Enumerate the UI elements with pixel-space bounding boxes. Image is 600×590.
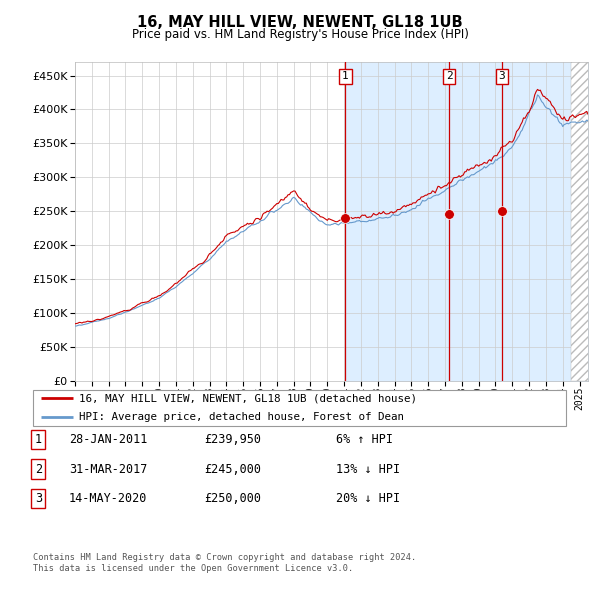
Text: HPI: Average price, detached house, Forest of Dean: HPI: Average price, detached house, Fore… [79,412,404,422]
Text: 3: 3 [35,492,42,505]
Text: 6% ↑ HPI: 6% ↑ HPI [336,433,393,446]
Text: This data is licensed under the Open Government Licence v3.0.: This data is licensed under the Open Gov… [33,565,353,573]
Text: £239,950: £239,950 [204,433,261,446]
Text: Price paid vs. HM Land Registry's House Price Index (HPI): Price paid vs. HM Land Registry's House … [131,28,469,41]
Text: 20% ↓ HPI: 20% ↓ HPI [336,492,400,505]
Text: 2: 2 [446,71,452,81]
Text: 3: 3 [499,71,505,81]
Text: 14-MAY-2020: 14-MAY-2020 [69,492,148,505]
Text: Contains HM Land Registry data © Crown copyright and database right 2024.: Contains HM Land Registry data © Crown c… [33,553,416,562]
Text: £250,000: £250,000 [204,492,261,505]
Text: 31-MAR-2017: 31-MAR-2017 [69,463,148,476]
Text: 16, MAY HILL VIEW, NEWENT, GL18 1UB (detached house): 16, MAY HILL VIEW, NEWENT, GL18 1UB (det… [79,393,416,403]
Text: £245,000: £245,000 [204,463,261,476]
Text: 2: 2 [35,463,42,476]
Text: 1: 1 [35,433,42,446]
Text: 1: 1 [342,71,349,81]
FancyBboxPatch shape [33,389,566,426]
Text: 28-JAN-2011: 28-JAN-2011 [69,433,148,446]
Text: 13% ↓ HPI: 13% ↓ HPI [336,463,400,476]
Text: 16, MAY HILL VIEW, NEWENT, GL18 1UB: 16, MAY HILL VIEW, NEWENT, GL18 1UB [137,15,463,30]
